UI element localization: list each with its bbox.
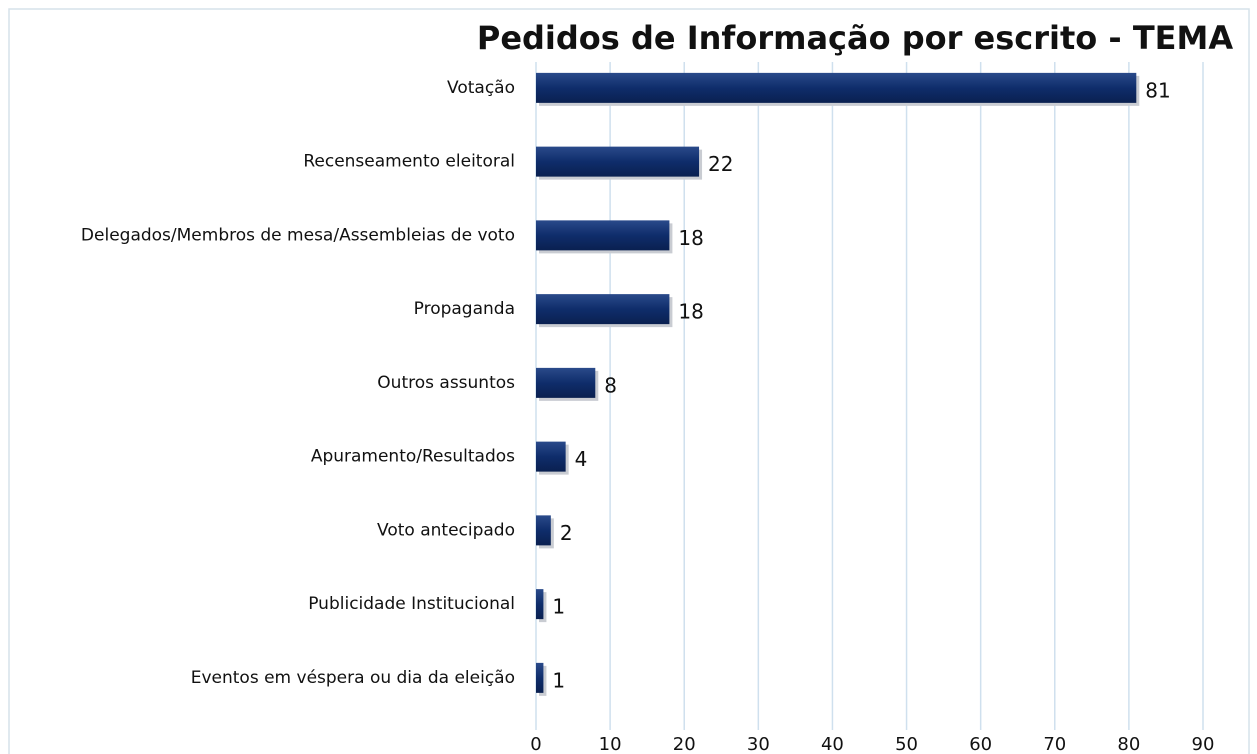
x-tick-label: 30 — [747, 734, 770, 754]
category-label: Apuramento/Resultados — [311, 447, 515, 467]
x-tick-label: 50 — [895, 734, 918, 754]
bar — [536, 662, 544, 693]
x-tick-label: 20 — [673, 734, 696, 754]
value-label: 4 — [575, 447, 588, 471]
category-label: Votação — [447, 78, 515, 98]
x-tick-label: 60 — [969, 734, 992, 754]
bar — [536, 220, 670, 251]
value-label: 8 — [604, 373, 617, 397]
value-label: 1 — [552, 595, 565, 619]
bar — [536, 367, 596, 398]
x-tick-label: 70 — [1043, 734, 1066, 754]
chart-title: Pedidos de Informação por escrito - TEMA — [477, 19, 1234, 57]
bar — [536, 515, 551, 546]
x-tick-label: 40 — [821, 734, 844, 754]
value-label: 22 — [708, 152, 733, 176]
category-label: Outros assuntos — [377, 373, 515, 393]
category-label: Eventos em véspera ou dia da eleição — [191, 668, 515, 688]
bar — [536, 589, 544, 620]
value-label: 2 — [560, 521, 573, 545]
x-tick-label: 0 — [530, 734, 541, 754]
value-label: 81 — [1145, 78, 1170, 102]
x-tick-label: 80 — [1117, 734, 1140, 754]
category-label: Publicidade Institucional — [308, 594, 515, 614]
category-label: Recenseamento eleitoral — [303, 152, 515, 172]
chart-border — [8, 8, 1250, 754]
category-label: Propaganda — [414, 299, 515, 319]
x-tick-label: 90 — [1192, 734, 1215, 754]
x-tick-label: 10 — [599, 734, 622, 754]
bar — [536, 72, 1137, 103]
value-label: 18 — [678, 300, 703, 324]
value-label: 18 — [678, 226, 703, 250]
bar — [536, 441, 566, 472]
category-label: Delegados/Membros de mesa/Assembleias de… — [81, 225, 515, 245]
bar — [536, 294, 670, 325]
bar — [536, 146, 700, 177]
value-label: 1 — [552, 668, 565, 692]
category-label: Voto antecipado — [377, 520, 515, 540]
